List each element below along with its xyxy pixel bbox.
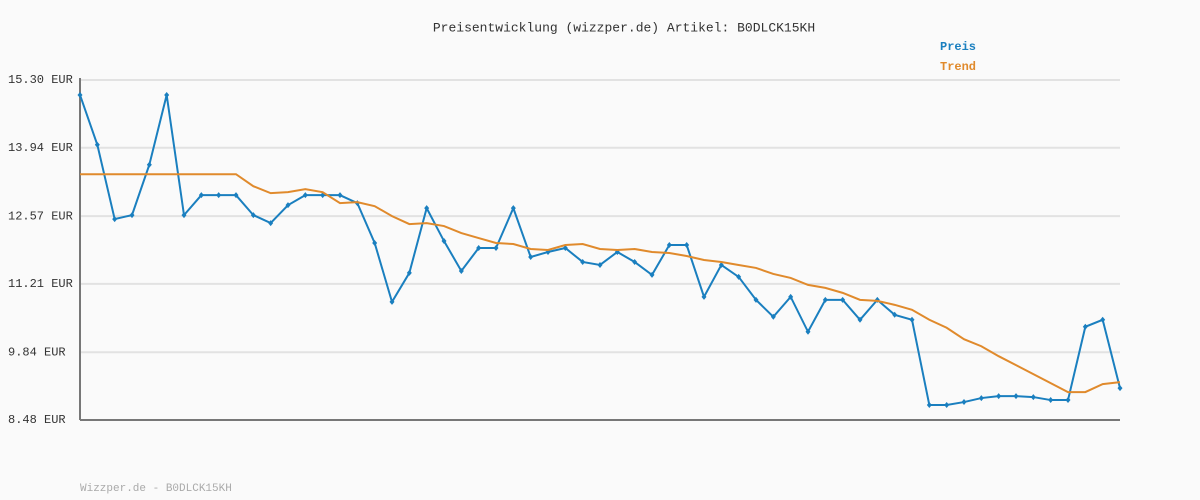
point-marker [805,328,811,335]
point-marker [736,273,742,280]
point-marker [649,271,655,278]
point-marker [441,238,447,245]
point-marker [424,205,430,212]
point-marker [233,192,239,199]
point-marker [684,242,690,249]
point-marker [510,205,516,212]
point-marker [978,395,984,402]
series-line [80,173,1121,394]
point-marker [1030,394,1036,401]
y-tick-label: 8.48 EUR [8,413,66,427]
point-marker [580,258,586,265]
point-marker [337,192,343,199]
point-marker [892,311,898,318]
point-marker [1100,316,1106,323]
chart-title: Preisentwicklung (wizzper.de) Artikel: B… [433,20,815,35]
point-marker [1065,397,1071,404]
point-marker [458,267,464,274]
y-tick-label: 12.57 EUR [8,209,73,223]
point-marker [216,192,222,199]
point-marker [164,91,170,98]
point-marker [701,293,707,300]
point-marker [926,402,932,409]
point-marker [770,313,776,320]
point-marker [129,212,135,219]
point-marker [1082,323,1088,330]
point-marker [1117,385,1123,392]
point-marker [840,296,846,303]
point-marker [528,253,534,260]
y-tick-label: 11.21 EUR [8,277,73,291]
point-marker [94,141,100,148]
point-marker [909,316,915,323]
point-marker [389,298,395,305]
point-marker [250,212,256,219]
point-marker [77,91,83,98]
point-marker [822,296,828,303]
point-marker [562,245,568,252]
point-marker [493,245,499,252]
point-marker [1048,397,1054,404]
point-marker [597,261,603,268]
point-marker [146,161,152,168]
point-marker [372,240,378,247]
y-tick-label: 9.84 EUR [8,345,66,359]
y-tick-label: 15.30 EUR [8,73,73,87]
point-marker [944,402,950,409]
point-marker [632,258,638,265]
point-marker [718,261,724,268]
point-marker [198,192,204,199]
point-marker [285,202,291,209]
point-marker [753,296,759,303]
point-marker [788,293,794,300]
point-marker [996,393,1002,400]
point-marker [961,399,967,406]
y-tick-label: 13.94 EUR [8,141,73,155]
point-marker [112,216,118,223]
footer: Wizzper.de - B0DLCK15KH [80,483,232,495]
point-marker [666,242,672,249]
point-marker [181,212,187,219]
point-marker [302,192,308,199]
legend-label: Preis [940,40,976,54]
point-marker [1013,393,1019,400]
point-marker [476,245,482,252]
point-marker [857,316,863,323]
legend-label: Trend [940,60,976,74]
point-marker [406,269,412,276]
point-marker [268,220,274,227]
